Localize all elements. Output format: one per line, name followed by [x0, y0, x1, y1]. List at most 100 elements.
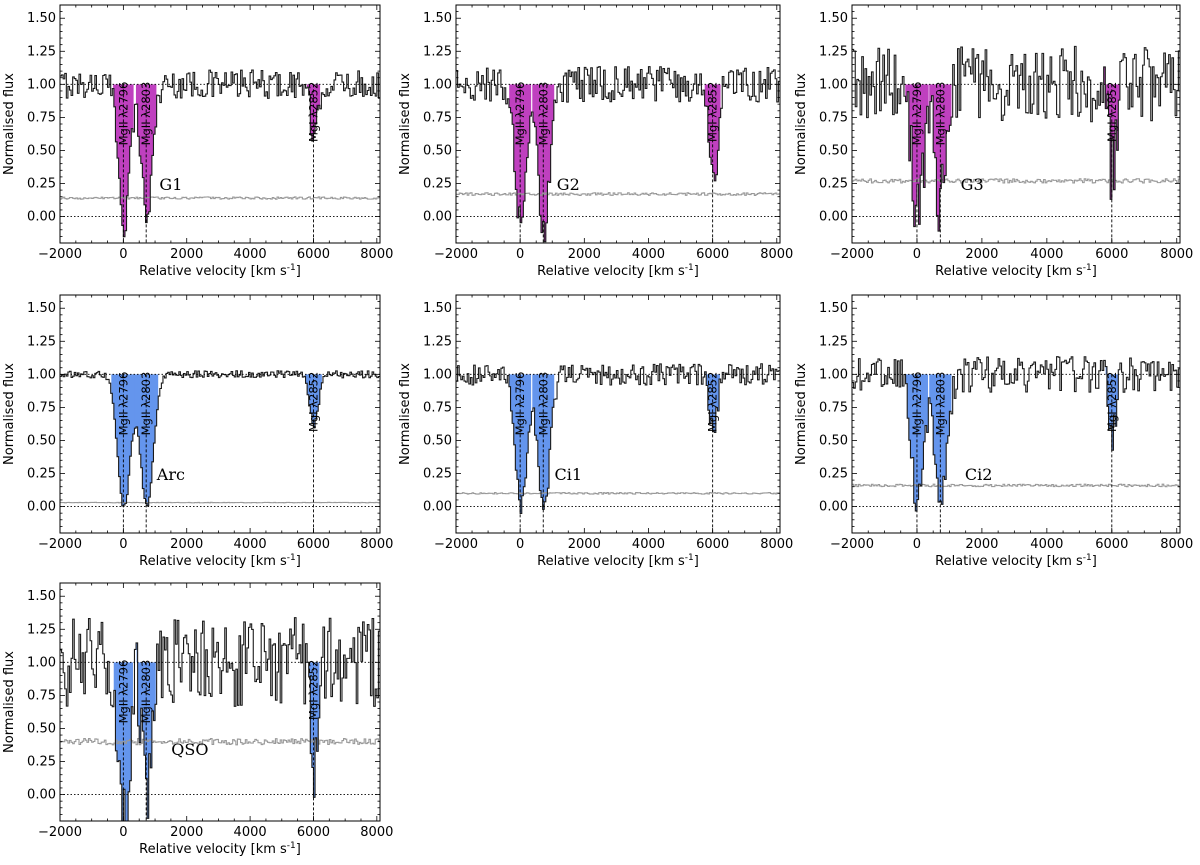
- line-label-arc-0: MgII λ2796: [116, 372, 130, 436]
- x-tick-label-g2-2: 2000: [568, 247, 601, 262]
- panel-qso: MgII λ2796 MgII λ2803 MgI λ2852 QSO −2000 0 20…: [2, 582, 393, 857]
- x-tick-label-arc-0: −2000: [38, 537, 82, 552]
- error-spectrum-ci1: [456, 491, 780, 495]
- x-tick-label-arc-4: 6000: [297, 537, 330, 552]
- absorption-fill-qso-1: [136, 642, 156, 819]
- y-tick-label-arc-3: 0.75: [27, 400, 56, 415]
- x-tick-label-g1-5: 8000: [360, 247, 393, 262]
- y-tick-label-g2-6: 1.50: [423, 11, 452, 26]
- x-tick-label-qso-1: 0: [119, 825, 127, 840]
- absorption-fill-ci2-2: [1105, 366, 1118, 451]
- x-tick-label-g3-1: 0: [913, 247, 921, 262]
- line-label-qso-1: MgII λ2803: [139, 660, 153, 724]
- x-axis-g3: −2000 0 2000 4000 6000 8000: [830, 5, 1193, 262]
- x-axis-g1: −2000 0 2000 4000 6000 8000: [38, 5, 393, 262]
- line-label-ci2-2: MgI λ2852: [1105, 372, 1119, 432]
- x-tick-label-ci2-3: 4000: [1030, 537, 1063, 552]
- y-axis-ci1: 0.00 0.25 0.50 0.75 1.00 1.25 1.50: [423, 301, 780, 527]
- x-tick-label-ci1-4: 6000: [696, 537, 729, 552]
- y-tick-label-qso-5: 1.25: [27, 622, 56, 637]
- y-tick-label-ci1-1: 0.25: [423, 467, 452, 482]
- y-tick-label-ci1-2: 0.50: [423, 433, 452, 448]
- y-tick-label-g3-2: 0.50: [819, 143, 848, 158]
- y-axis-label-g2: Normalised flux: [398, 73, 413, 175]
- x-axis-ci1: −2000 0 2000 4000 6000 8000: [434, 295, 793, 552]
- line-label-arc-2: MgI λ2852: [306, 372, 320, 432]
- panel-label-ci2: Ci2: [965, 465, 993, 484]
- y-tick-label-g1-5: 1.25: [27, 44, 56, 59]
- y-tick-label-g1-2: 0.50: [27, 143, 56, 158]
- error-spectrum-ci2: [852, 483, 1180, 488]
- error-spectrum-g3: [852, 178, 1180, 184]
- y-tick-label-g3-0: 0.00: [819, 210, 848, 225]
- x-tick-label-g2-3: 4000: [632, 247, 665, 262]
- x-tick-label-arc-3: 4000: [234, 537, 267, 552]
- y-tick-label-g2-4: 1.00: [423, 77, 452, 92]
- panel-g1: MgII λ2796 MgII λ2803 MgI λ2852 G1 −2000 0 200…: [2, 4, 393, 279]
- panel-arc: MgII λ2796 MgII λ2803 MgI λ2852 Arc −2000 0 20…: [2, 294, 393, 569]
- y-tick-label-ci1-3: 0.75: [423, 400, 452, 415]
- y-tick-label-g1-3: 0.75: [27, 110, 56, 125]
- y-tick-label-g1-6: 1.50: [27, 11, 56, 26]
- error-spectrum-qso: [60, 737, 380, 746]
- flux-spectrum-qso: [60, 617, 380, 821]
- x-tick-label-g3-3: 4000: [1030, 247, 1063, 262]
- y-tick-label-g1-1: 0.25: [27, 177, 56, 192]
- x-axis-qso: −2000 0 2000 4000 6000 8000: [38, 583, 393, 840]
- flux-spectrum-g3: [852, 45, 1180, 232]
- line-label-ci2-0: MgII λ2796: [910, 372, 924, 436]
- line-label-ci1-0: MgII λ2796: [513, 372, 527, 436]
- x-tick-label-g2-4: 6000: [696, 247, 729, 262]
- x-tick-label-g1-0: −2000: [38, 247, 82, 262]
- panel-ci2: MgII λ2796 MgII λ2803 MgI λ2852 Ci2 −2000 0 20…: [794, 294, 1193, 569]
- axes-frame-ci1: [455, 294, 781, 534]
- y-tick-label-qso-4: 1.00: [27, 655, 56, 670]
- axes-frame-g3: [851, 4, 1181, 244]
- absorption-fill-g2-0: [509, 84, 532, 223]
- flux-spectrum-ci2: [852, 356, 1180, 512]
- plot-area-ci1: [456, 363, 780, 515]
- panel-label-qso: QSO: [171, 740, 208, 759]
- y-tick-label-g1-0: 0.00: [27, 210, 56, 225]
- panel-label-g2: G2: [557, 175, 580, 194]
- y-tick-label-g1-4: 1.00: [27, 77, 56, 92]
- x-axis-label-g1: Relative velocity [km s-1]: [139, 263, 301, 279]
- y-axis-ci2: 0.00 0.25 0.50 0.75 1.00 1.25 1.50: [819, 301, 1180, 527]
- y-tick-label-g2-3: 0.75: [423, 110, 452, 125]
- x-tick-label-ci1-2: 2000: [568, 537, 601, 552]
- panel-g3: MgII λ2796 MgII λ2803 MgI λ2852 G3 −2000 0 200…: [794, 4, 1193, 279]
- y-tick-label-ci2-6: 1.50: [819, 301, 848, 316]
- absorption-fill-ci2-0: [905, 374, 929, 511]
- flux-spectrum-ci1: [456, 363, 780, 515]
- y-axis-label-g1: Normalised flux: [2, 73, 17, 175]
- x-tick-label-g3-0: −2000: [830, 247, 874, 262]
- y-tick-label-qso-6: 1.50: [27, 589, 56, 604]
- y-tick-label-arc-5: 1.25: [27, 334, 56, 349]
- line-label-ci2-1: MgII λ2803: [933, 372, 947, 436]
- absorption-fill-g1-1: [135, 84, 157, 223]
- plot-area-ci2: [852, 356, 1180, 512]
- flux-spectrum-g2: [456, 66, 780, 243]
- y-tick-label-ci2-2: 0.50: [819, 433, 848, 448]
- x-axis-label-arc: Relative velocity [km s-1]: [139, 553, 301, 569]
- y-tick-label-ci2-4: 1.00: [819, 367, 848, 382]
- x-tick-label-ci1-1: 0: [516, 537, 524, 552]
- absorption-fill-g2-1: [532, 84, 555, 242]
- y-tick-label-g2-1: 0.25: [423, 177, 452, 192]
- x-axis-ci2: −2000 0 2000 4000 6000 8000: [830, 295, 1193, 552]
- line-label-g2-1: MgII λ2803: [536, 82, 550, 146]
- x-tick-label-qso-2: 2000: [170, 825, 203, 840]
- x-tick-label-g3-4: 6000: [1095, 247, 1128, 262]
- y-axis-g2: 0.00 0.25 0.50 0.75 1.00 1.25 1.50: [423, 11, 780, 237]
- x-tick-label-g2-5: 8000: [760, 247, 793, 262]
- line-label-g3-1: MgII λ2803: [933, 82, 947, 146]
- error-spectrum-g1: [60, 196, 380, 200]
- y-tick-label-arc-1: 0.25: [27, 467, 56, 482]
- y-tick-label-arc-6: 1.50: [27, 301, 56, 316]
- x-tick-label-ci2-5: 8000: [1160, 537, 1193, 552]
- x-axis-label-g3: Relative velocity [km s-1]: [935, 263, 1097, 279]
- x-axis-g2: −2000 0 2000 4000 6000 8000: [434, 5, 793, 262]
- y-tick-label-arc-4: 1.00: [27, 367, 56, 382]
- y-tick-label-g3-5: 1.25: [819, 44, 848, 59]
